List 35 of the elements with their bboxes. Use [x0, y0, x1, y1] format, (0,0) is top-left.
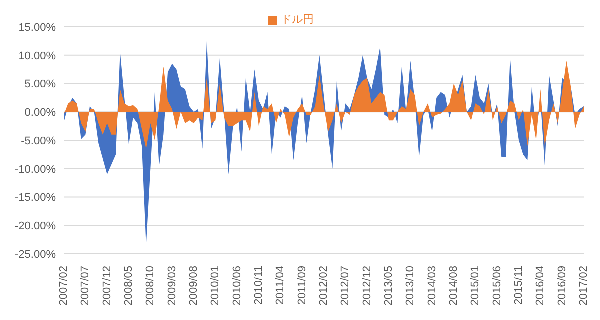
y-tick-label: -20.00% — [15, 220, 56, 233]
x-tick-label: 2007/07 — [80, 266, 92, 306]
x-tick-label: 2012/07 — [340, 266, 352, 306]
x-tick-label: 2010/06 — [231, 266, 244, 306]
x-tick-label: 2017/02 — [578, 266, 590, 306]
y-tick-label: 5.00% — [24, 78, 56, 91]
x-tick-label: 2013/05 — [383, 266, 395, 306]
legend-label: ドル円 — [281, 14, 314, 26]
x-tick-label: 2007/02 — [58, 266, 70, 306]
x-tick-label: 2009/03 — [166, 266, 178, 306]
x-tick-label: 2015/01 — [470, 266, 482, 306]
y-tick-label: 10.00% — [18, 50, 56, 62]
y-tick-label: 15.00% — [18, 22, 56, 34]
x-tick-label: 2008/05 — [123, 266, 135, 306]
x-tick-label: 2010/11 — [253, 266, 265, 305]
x-tick-label: 2014/03 — [426, 266, 438, 306]
x-tick-label: 2015/06 — [491, 266, 504, 306]
y-tick-label: -10.00% — [15, 164, 56, 176]
x-tick-label: 2011/09 — [296, 266, 308, 305]
x-tick-label: 2010/01 — [210, 266, 222, 306]
y-tick-label: -5.00% — [21, 135, 56, 148]
x-tick-label: 2008/10 — [144, 266, 157, 306]
x-tick-label: 2015/11 — [513, 266, 525, 305]
x-tick-label: 2012/12 — [361, 266, 374, 306]
x-tick-label: 2007/12 — [101, 266, 114, 306]
x-tick-label: 2009/08 — [188, 266, 200, 306]
y-tick-label: -15.00% — [15, 192, 56, 204]
y-tick-label: 0.00% — [24, 107, 56, 120]
x-tick-label: 2011/04 — [274, 266, 287, 305]
x-tick-label: 2013/10 — [404, 266, 417, 306]
x-tick-label: 2014/08 — [448, 266, 460, 306]
x-tick-label: 2016/09 — [556, 266, 568, 306]
y-tick-label: -25.00% — [15, 248, 56, 261]
x-tick-label: 2016/04 — [534, 266, 547, 306]
x-tick-label: 2012/02 — [318, 266, 330, 306]
